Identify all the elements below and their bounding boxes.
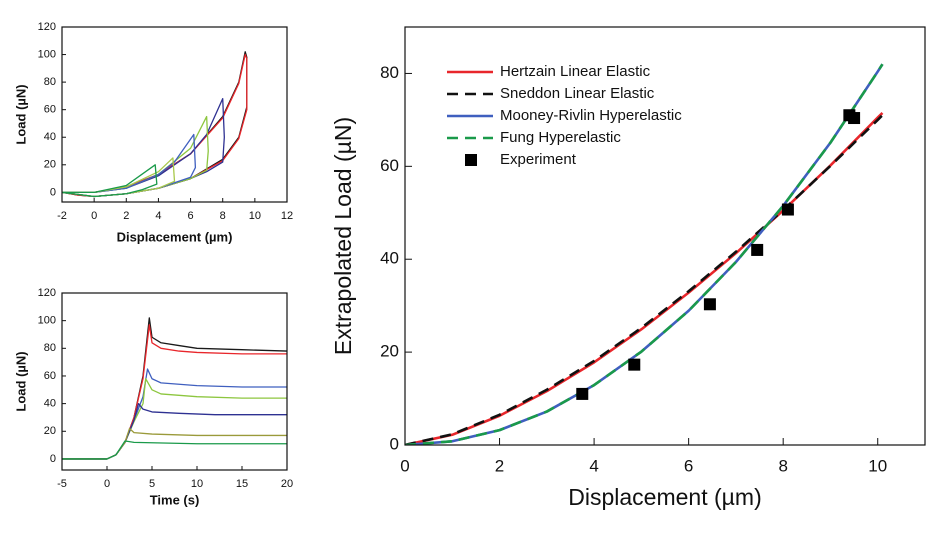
data-line [62, 378, 287, 460]
legend: Hertzain Linear Elastic Sneddon Linear El… [447, 63, 682, 168]
y-tick-label: 80 [44, 76, 56, 88]
data-point [576, 387, 589, 400]
y-axis-label: Extrapolated Load (µN) [330, 117, 356, 355]
legend-label: Fung Hyperelastic [500, 129, 621, 146]
plot-frame [404, 26, 926, 446]
data-line [62, 98, 225, 198]
x-axis-label: Displacement (µm) [117, 229, 233, 244]
x-tick-label: 0 [104, 478, 110, 490]
x-tick-label: 2 [123, 210, 129, 222]
y-tick-label: 20 [44, 425, 56, 437]
y-tick-label: 40 [44, 398, 56, 410]
data-line [62, 440, 287, 460]
data-line [62, 164, 158, 198]
y-tick-label: 40 [44, 131, 56, 143]
y-tick-label: 0 [50, 453, 56, 465]
y-tick-label: 60 [380, 156, 399, 175]
x-tick-label: -5 [57, 478, 67, 490]
data-line [62, 53, 248, 198]
x-tick-label: 6 [684, 456, 693, 475]
y-tick-label: 120 [38, 287, 56, 299]
data-point [703, 298, 716, 311]
x-tick-label: 0 [400, 456, 409, 475]
x-tick-label: 12 [281, 210, 293, 222]
y-axis-label: Load (µN) [13, 84, 28, 144]
legend-label: Hertzain Linear Elastic [500, 63, 651, 80]
data-line [62, 157, 176, 198]
x-tick-label: 10 [191, 478, 203, 490]
y-tick-label: 80 [380, 63, 399, 82]
x-tick-label: 15 [236, 478, 248, 490]
y-tick-label: 20 [44, 159, 56, 171]
x-tick-label: 2 [495, 456, 504, 475]
data-line [62, 133, 197, 198]
data-line [62, 402, 287, 460]
y-tick-label: 120 [38, 21, 56, 33]
y-tick-label: 60 [44, 104, 56, 116]
x-tick-label: 4 [155, 210, 161, 222]
data-line [62, 317, 287, 460]
legend-label: Mooney-Rivlin Hyperelastic [500, 107, 682, 124]
y-tick-label: 100 [38, 48, 56, 60]
y-tick-label: 0 [50, 186, 56, 198]
x-tick-label: 0 [91, 210, 97, 222]
y-tick-label: 100 [38, 315, 56, 327]
y-tick-label: 60 [44, 370, 56, 382]
legend-marker [465, 154, 477, 166]
x-tick-label: 10 [249, 210, 261, 222]
data-line [405, 114, 884, 445]
plot-frame [61, 26, 288, 203]
x-tick-label: -2 [57, 210, 67, 222]
legend-label: Experiment [500, 151, 577, 168]
x-axis-label: Time (s) [150, 492, 200, 507]
x-tick-label: 8 [778, 456, 787, 475]
data-point [848, 112, 861, 125]
x-tick-label: 8 [220, 210, 226, 222]
plot-frame [61, 292, 288, 471]
x-axis-label: Displacement (µm) [568, 484, 761, 510]
data-point [781, 203, 794, 216]
data-point [751, 243, 764, 256]
y-tick-label: 20 [380, 342, 399, 361]
x-tick-label: 20 [281, 478, 293, 490]
data-line [62, 368, 287, 460]
chart: -5 0 5 10 15 20 0 20 40 60 80 100 120 Time (s) Load (µ… [13, 287, 293, 508]
x-tick-label: 4 [589, 456, 598, 475]
y-tick-label: 80 [44, 342, 56, 354]
data-point [628, 358, 641, 371]
y-axis-label: Load (µN) [13, 351, 28, 411]
y-tick-label: 40 [380, 249, 399, 268]
x-tick-label: 6 [188, 210, 194, 222]
data-line [62, 51, 248, 198]
x-tick-label: 5 [149, 478, 155, 490]
data-line [405, 63, 884, 445]
legend-label: Sneddon Linear Elastic [500, 85, 655, 102]
x-tick-label: 10 [868, 456, 887, 475]
y-tick-label: 0 [390, 434, 399, 453]
chart: 0 2 4 6 8 10 0 20 40 60 80 Displacement (µm) Extrapo… [330, 26, 926, 510]
